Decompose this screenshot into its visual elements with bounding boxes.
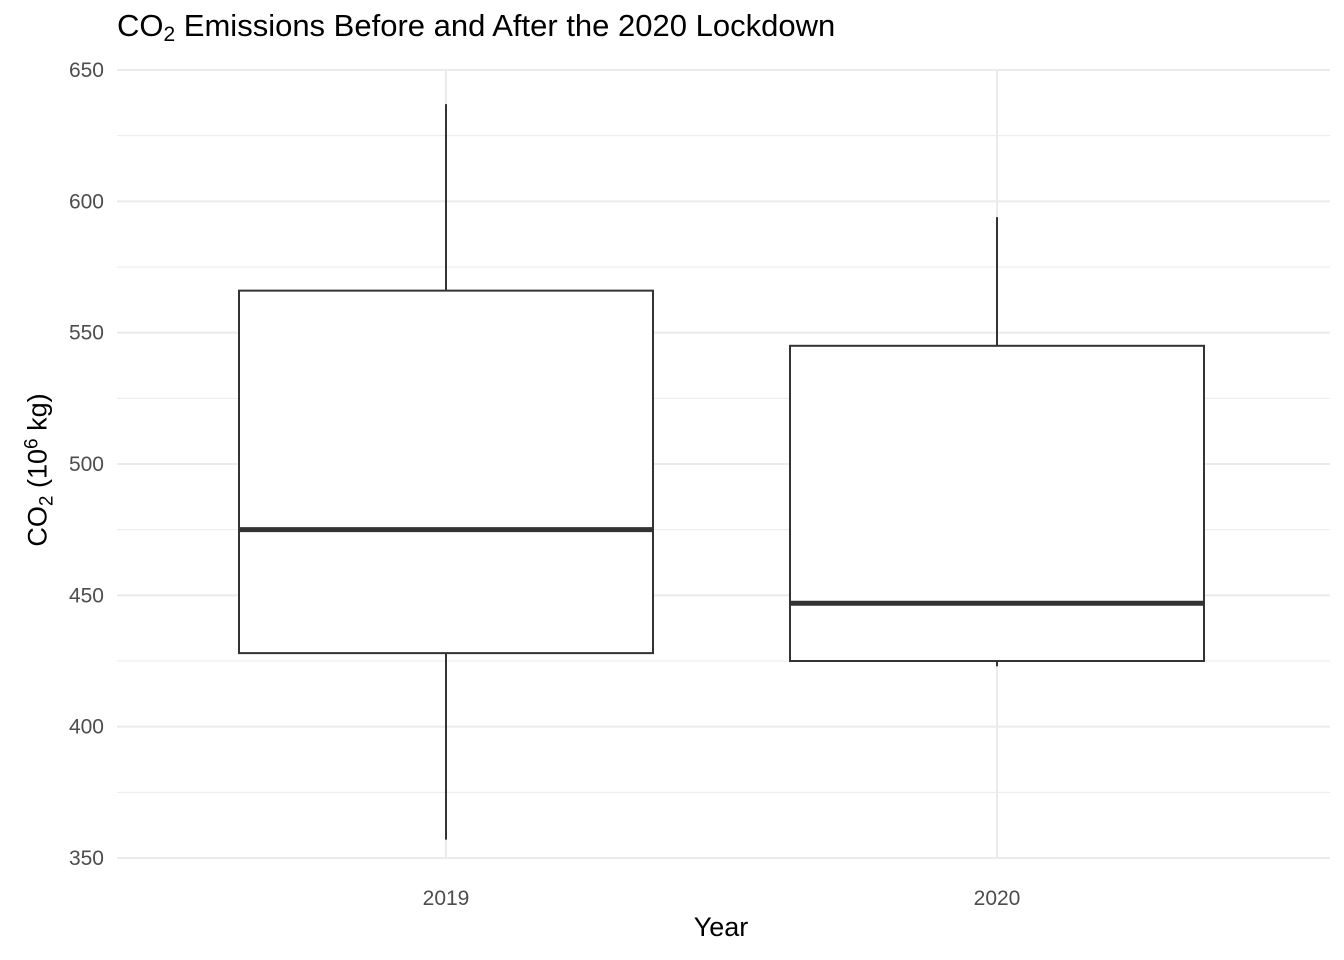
box-2020 — [789, 217, 1205, 667]
y-tick-label: 450 — [69, 584, 104, 607]
chart-title: CO2 Emissions Before and After the 2020 … — [117, 8, 836, 46]
axis-tick-labels: 350 400 450 500 550 600 650 2019 2020 — [69, 59, 1020, 910]
x-tick-label: 2019 — [423, 887, 470, 910]
y-tick-label: 550 — [69, 322, 104, 345]
iqr-box — [238, 289, 654, 655]
y-tick-label: 350 — [69, 847, 104, 870]
y-tick-label: 500 — [69, 453, 104, 476]
y-tick-label: 400 — [69, 716, 104, 739]
box-series — [238, 104, 1205, 840]
x-axis-label: Year — [693, 912, 749, 942]
y-tick-label: 600 — [69, 190, 104, 213]
y-tick-label: 650 — [69, 59, 104, 82]
y-axis-label: CO2 (106 kg) — [21, 393, 58, 547]
iqr-box — [789, 344, 1205, 662]
x-tick-label: 2020 — [974, 887, 1021, 910]
box-2019 — [238, 104, 654, 840]
